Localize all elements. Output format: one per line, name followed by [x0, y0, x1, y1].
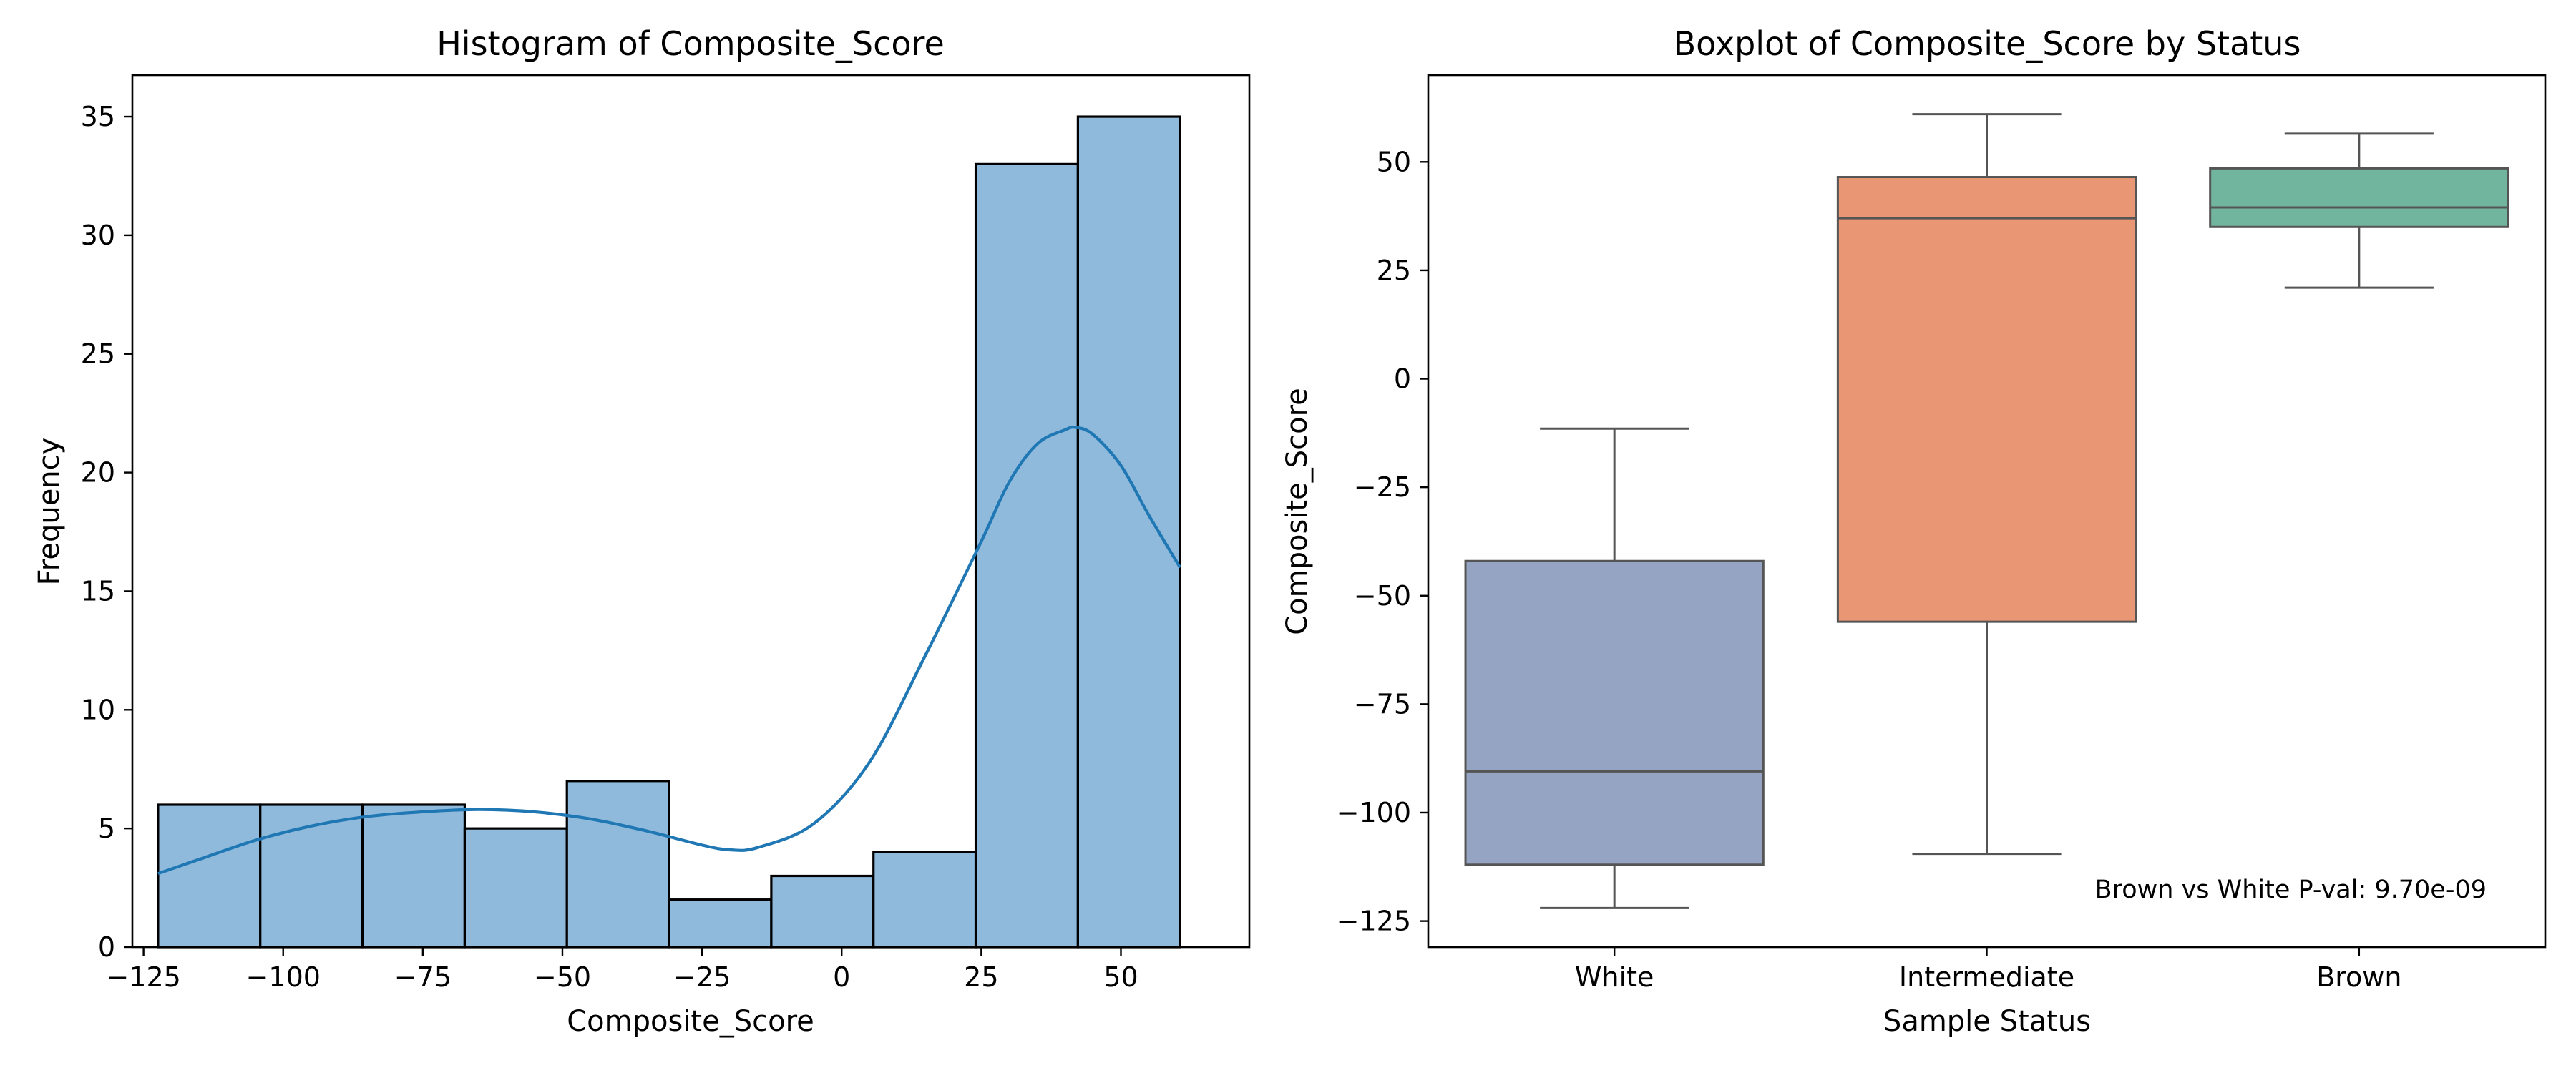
boxplot-y-axis-label: Composite_Score [1281, 388, 1314, 635]
histogram-x-tick-label: −25 [673, 961, 731, 993]
boxplot-y-tick-label: 50 [1377, 146, 1411, 177]
histogram-y-tick-label: 0 [98, 931, 115, 963]
boxplot-x-tick-label: White [1575, 961, 1654, 993]
histogram-x-ticks: −125 −100 −75 −50 −25 0 25 50 [106, 947, 1138, 993]
boxplot-y-tick-label: −25 [1354, 471, 1411, 503]
histogram-x-tick-label: 50 [1103, 961, 1138, 993]
boxplot-boxes [1464, 113, 2509, 909]
histogram-panel: Histogram of Composite_Score −125 −100 −75… [33, 24, 1251, 1038]
intermediate-box [1836, 176, 2137, 623]
histogram-y-tick-label: 35 [81, 101, 115, 132]
histogram-x-tick-label: −100 [246, 961, 321, 993]
histogram-y-tick-label: 5 [98, 813, 115, 844]
histogram-bar-4 [463, 827, 568, 949]
histogram-bar-1 [157, 803, 262, 949]
histogram-bar-8 [872, 851, 977, 949]
histogram-x-tick-label: 25 [964, 961, 998, 993]
histogram-bar-5 [565, 780, 670, 949]
histogram-bar-6 [668, 898, 773, 949]
p-value-annotation: Brown vs White P-val: 9.70e-09 [2095, 876, 2487, 904]
histogram-bar-2 [259, 803, 364, 949]
boxplot-y-tick-label: −100 [1337, 797, 1411, 828]
histogram-x-tick-label: −75 [394, 961, 452, 993]
histogram-bar-9 [974, 162, 1079, 949]
white-box [1464, 559, 1765, 866]
boxplot-panel: Boxplot of Composite_Score by Status Whi… [1281, 24, 2547, 1038]
histogram-plot-frame [131, 74, 1251, 949]
boxplot-y-tick-label: 0 [1394, 363, 1411, 395]
brown-box [2209, 167, 2509, 228]
histogram-bar-10 [1076, 115, 1181, 949]
histogram-bars [157, 115, 1181, 949]
boxplot-x-ticks: White Intermediate Brown [1575, 947, 2401, 993]
histogram-y-axis-label: Frequency [33, 438, 66, 586]
boxplot-y-tick-label: −50 [1354, 580, 1411, 612]
histogram-y-ticks: 0 5 10 15 20 25 30 35 [81, 101, 132, 963]
boxplot-y-tick-label: −125 [1337, 906, 1411, 937]
kde-curve [157, 425, 1182, 876]
boxplot-y-tick-label: −75 [1354, 688, 1411, 720]
histogram-y-tick-label: 20 [81, 457, 115, 489]
boxplot-title: Boxplot of Composite_Score by Status [1674, 24, 2301, 63]
boxplot-x-tick-label: Intermediate [1899, 961, 2074, 993]
boxplot-x-tick-label: Brown [2316, 961, 2401, 993]
histogram-title: Histogram of Composite_Score [436, 24, 945, 63]
histogram-x-tick-label: 0 [833, 961, 850, 993]
histogram-x-tick-label: −50 [534, 961, 591, 993]
histogram-y-tick-label: 15 [81, 575, 115, 607]
histogram-y-tick-label: 30 [81, 220, 115, 251]
histogram-x-axis-label: Composite_Score [567, 1005, 814, 1038]
histogram-y-tick-label: 10 [81, 694, 115, 725]
histogram-bar-7 [770, 874, 875, 949]
boxplot-x-axis-label: Sample Status [1883, 1005, 2091, 1038]
histogram-y-tick-label: 25 [81, 338, 115, 370]
boxplot-y-ticks: −125 −100 −75 −50 −25 0 25 50 [1337, 146, 1428, 937]
histogram-bar-3 [361, 803, 466, 949]
histogram-x-tick-label: −125 [106, 961, 180, 993]
boxplot-y-tick-label: 25 [1377, 255, 1411, 286]
